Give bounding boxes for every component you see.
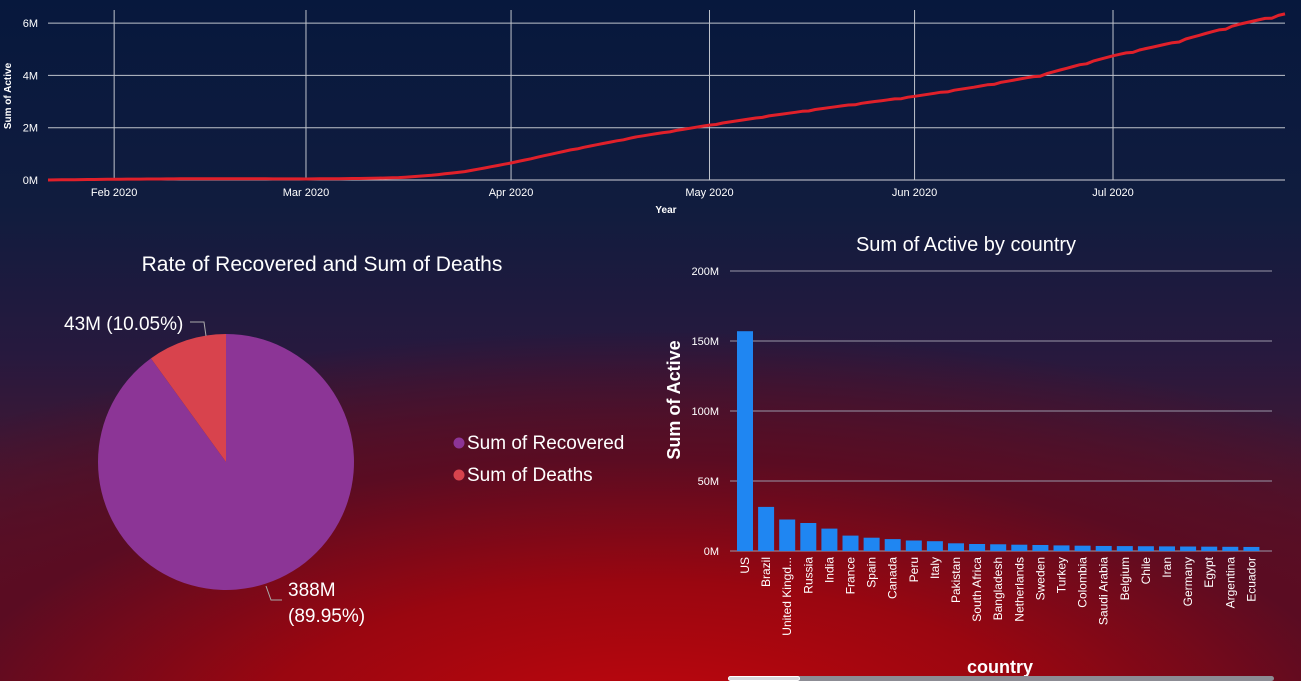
bar-chart-title: Sum of Active by country [856, 234, 1076, 256]
bar-chart-y-axis-label: Sum of Active [664, 340, 684, 459]
bar-germany [1180, 546, 1197, 551]
bar-france [842, 535, 859, 551]
legend-marker-sum-of-recovered [453, 437, 465, 449]
bar-us [737, 331, 753, 551]
bar-y-tick-label: 0M [704, 546, 719, 558]
bar-x-tick-label: Egypt [1202, 556, 1216, 587]
bar-egypt [1201, 546, 1218, 551]
bar-x-tick-label: Peru [907, 557, 921, 582]
bar-chile [1137, 546, 1154, 551]
bar-x-tick-label: Canada [886, 557, 900, 599]
bar-bangladesh [990, 544, 1007, 551]
bar-x-tick-label: Spain [865, 557, 879, 588]
bar-y-tick-label: 50M [698, 476, 719, 488]
bar-x-tick-label: Netherlands [1012, 557, 1026, 622]
bar-saudi-arabia [1095, 545, 1112, 551]
bar-sweden [1032, 544, 1049, 551]
bar-y-tick-label: 200M [691, 266, 719, 278]
bar-x-tick-label: Colombia [1076, 557, 1090, 608]
pie-chart: Rate of Recovered and Sum of Deaths 43M … [64, 253, 624, 627]
bar-x-tick-label: France [844, 557, 858, 595]
bar-x-tick-label: Chile [1139, 557, 1153, 585]
bar-chart-scrollbar[interactable] [728, 676, 1274, 681]
bar-x-tick-label: US [738, 557, 752, 574]
pie-slice-sum-of-deaths [150, 334, 226, 462]
line-series-sum-of-active [47, 12, 1286, 182]
line-y-tick-label: 4M [23, 70, 38, 82]
bar-colombia [1074, 545, 1091, 551]
bar-chart-x-ticks: US Brazil United Kingd... Russia India France… [738, 556, 1258, 635]
bar-x-tick-label: Belgium [1118, 557, 1132, 600]
bar-italy [926, 541, 943, 551]
bar-peru [905, 540, 922, 551]
bar-x-tick-label: Saudi Arabia [1097, 557, 1111, 625]
bar-x-tick-label: Italy [928, 557, 942, 579]
line-x-tick-label: Apr 2020 [489, 187, 534, 199]
bar-x-tick-label: Russia [801, 557, 815, 594]
bar-x-tick-label: Bangladesh [991, 557, 1005, 620]
line-chart-y-ticks: 0M 2M 4M 6M [23, 18, 38, 187]
line-chart-gridlines [48, 10, 1285, 181]
line-y-tick-label: 6M [23, 18, 38, 30]
bar-x-tick-label: Iran [1160, 557, 1174, 578]
bar-canada [884, 539, 901, 551]
bar-chart-scrollbar-thumb[interactable] [728, 676, 800, 681]
bar-x-tick-label: Argentina [1223, 557, 1237, 609]
bar-argentina [1222, 546, 1239, 551]
bar-brazil [758, 506, 775, 551]
legend-marker-sum-of-deaths [453, 469, 465, 481]
line-chart: 0M 2M 4M 6M Feb 2020 Mar 2020 Apr 2020 May 202… [3, 10, 1286, 216]
line-y-tick-label: 2M [23, 123, 38, 135]
pie-leader-deaths [190, 321, 207, 337]
line-chart-x-ticks: Feb 2020 Mar 2020 Apr 2020 May 2020 Jun 2020… [91, 187, 1134, 199]
bar-chart-y-ticks: 0M 50M 100M 150M 200M [691, 266, 719, 558]
pie-data-label-recovered-value: 388M [288, 580, 336, 601]
line-y-tick-label: 0M [23, 175, 38, 187]
bar-ecuador [1243, 546, 1260, 551]
bar-x-tick-label: Germany [1181, 557, 1195, 606]
line-x-tick-label: Mar 2020 [283, 187, 329, 199]
pie-data-label-deaths: 43M (10.05%) [64, 314, 183, 335]
line-x-tick-label: Jul 2020 [1092, 187, 1134, 199]
pie-slices [98, 334, 355, 590]
bar-india [821, 528, 838, 551]
bar-chart-x-axis-label: country [967, 657, 1033, 677]
bar-spain [863, 537, 880, 551]
bar-x-tick-label: Turkey [1055, 557, 1069, 593]
pie-legend: Sum of Recovered Sum of Deaths [453, 433, 624, 486]
bar-belgium [1116, 546, 1133, 551]
pie-leader-recovered [265, 585, 282, 601]
pie-data-label-recovered-percent: (89.95%) [288, 606, 365, 627]
bar-x-tick-label: Ecuador [1244, 557, 1258, 602]
bar-x-tick-label: Pakistan [949, 557, 963, 603]
bar-pakistan [948, 543, 964, 551]
bar-chart-bars [737, 331, 1260, 551]
bar-x-tick-label: Brazil [759, 557, 773, 587]
bar-chart: Sum of Active by country 0M 50M 100M 150M 20… [664, 234, 1272, 677]
bar-chart-gridlines [730, 270, 1272, 552]
line-chart-y-axis-label: Sum of Active [3, 62, 14, 129]
bar-south-africa [969, 544, 986, 551]
bar-x-tick-label: South Africa [970, 557, 984, 622]
bar-x-tick-label: Sweden [1033, 557, 1047, 600]
bar-turkey [1053, 545, 1070, 551]
pie-slice-sum-of-recovered [98, 334, 355, 590]
bar-iran [1159, 546, 1175, 551]
bar-x-tick-label: India [822, 557, 836, 583]
bar-united-kingd [779, 519, 796, 551]
pie-chart-title: Rate of Recovered and Sum of Deaths [142, 253, 503, 276]
bar-y-tick-label: 150M [691, 336, 719, 348]
bar-netherlands [1011, 544, 1028, 551]
line-x-tick-label: May 2020 [685, 187, 733, 199]
legend-label-sum-of-deaths: Sum of Deaths [467, 465, 593, 486]
bar-russia [800, 523, 817, 551]
legend-label-sum-of-recovered: Sum of Recovered [467, 433, 624, 454]
bar-x-tick-label: United Kingd... [780, 557, 794, 636]
line-x-tick-label: Feb 2020 [91, 187, 137, 199]
line-chart-x-axis-label: Year [655, 205, 676, 216]
line-x-tick-label: Jun 2020 [892, 187, 937, 199]
bar-y-tick-label: 100M [691, 406, 719, 418]
